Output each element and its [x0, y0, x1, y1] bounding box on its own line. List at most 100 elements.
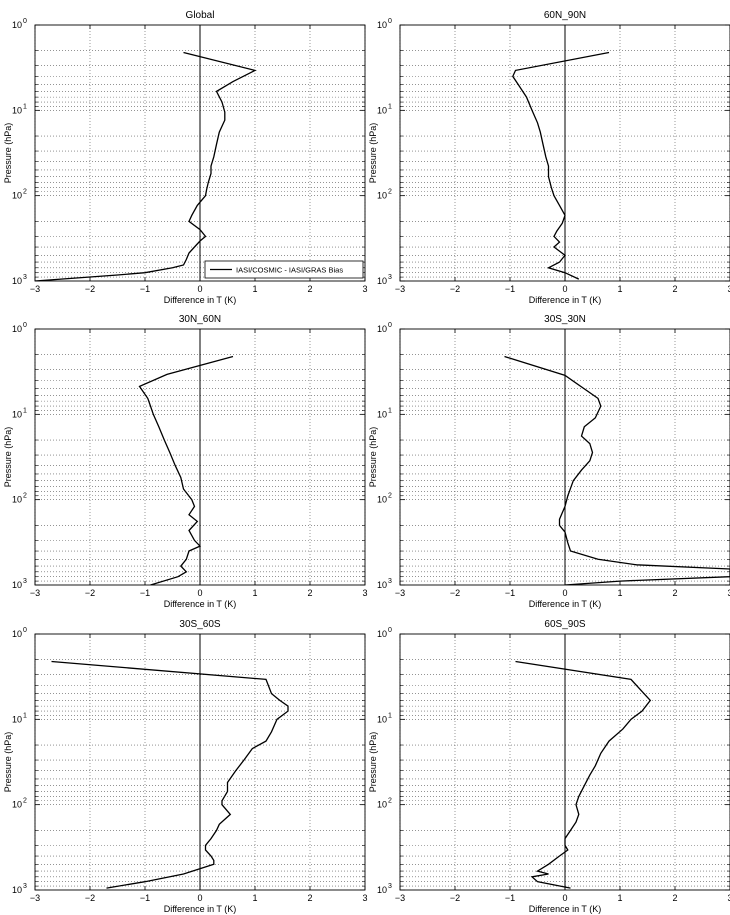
y-tick-label: 10: [377, 276, 387, 286]
x-tick-label: 1: [617, 893, 622, 903]
legend: IASI/COSMIC - IASI/GRAS Bias: [204, 260, 364, 279]
subplot-60s-90s: −3−2−1012310010110210360S_90SDifference …: [368, 619, 730, 914]
legend-box: [204, 260, 364, 279]
x-tick-label: −3: [395, 893, 405, 903]
y-tick-exponent: 0: [388, 322, 392, 329]
y-tick-label: 10: [377, 20, 387, 30]
y-tick-label: 10: [12, 714, 22, 724]
x-tick-label: −1: [505, 893, 515, 903]
x-tick-label: −2: [85, 284, 95, 294]
y-tick-label: 10: [377, 495, 387, 505]
series-line: [515, 660, 652, 889]
x-tick-label: −2: [85, 588, 95, 598]
series-line: [512, 51, 610, 280]
y-tick-exponent: 3: [23, 578, 27, 585]
y-tick-exponent: 0: [23, 18, 27, 25]
x-tick-label: −2: [450, 588, 460, 598]
x-tick-label: 3: [727, 893, 730, 903]
x-axis-label: Difference in T (K): [529, 904, 602, 914]
y-tick-exponent: 3: [388, 883, 392, 890]
x-tick-label: 0: [197, 588, 202, 598]
y-axis-label: Pressure (hPa): [3, 732, 13, 793]
subplot-title: 60N_90N: [544, 10, 586, 21]
subplot-title: 30S_60S: [179, 619, 220, 630]
y-axis-label: Pressure (hPa): [3, 123, 13, 184]
legend-label: IASI/COSMIC - IASI/GRAS Bias: [236, 266, 343, 275]
x-tick-label: 1: [252, 893, 257, 903]
y-tick-exponent: 1: [388, 712, 392, 719]
y-tick-label: 10: [377, 580, 387, 590]
x-tick-label: 2: [307, 893, 312, 903]
x-tick-label: 1: [252, 284, 257, 294]
x-tick-label: −1: [140, 893, 150, 903]
series-line: [504, 355, 730, 585]
x-tick-label: −3: [395, 588, 405, 598]
y-axis-label: Pressure (hPa): [368, 123, 378, 184]
y-tick-exponent: 1: [23, 407, 27, 414]
x-tick-label: 3: [362, 893, 367, 903]
x-tick-label: −2: [450, 893, 460, 903]
x-tick-label: 3: [727, 284, 730, 294]
x-tick-label: 2: [307, 588, 312, 598]
series-line: [138, 355, 234, 585]
y-tick-label: 10: [12, 409, 22, 419]
y-tick-label: 10: [377, 800, 387, 810]
x-tick-label: 3: [727, 588, 730, 598]
y-tick-exponent: 2: [388, 493, 392, 500]
x-tick-label: 0: [562, 893, 567, 903]
y-tick-exponent: 1: [388, 407, 392, 414]
y-tick-exponent: 1: [23, 103, 27, 110]
y-tick-label: 10: [12, 276, 22, 286]
x-tick-label: 1: [252, 588, 257, 598]
y-tick-label: 10: [377, 885, 387, 895]
x-tick-label: 1: [617, 588, 622, 598]
subplot-title: 30N_60N: [179, 314, 221, 325]
y-tick-exponent: 3: [388, 274, 392, 281]
y-tick-exponent: 2: [388, 189, 392, 196]
y-tick-exponent: 2: [23, 798, 27, 805]
y-tick-exponent: 2: [388, 798, 392, 805]
x-tick-label: −2: [85, 893, 95, 903]
x-tick-label: 0: [197, 893, 202, 903]
x-tick-label: −3: [30, 284, 40, 294]
x-axis-label: Difference in T (K): [529, 599, 602, 609]
x-tick-label: −1: [140, 284, 150, 294]
y-tick-label: 10: [12, 20, 22, 30]
y-tick-exponent: 3: [23, 274, 27, 281]
x-axis-label: Difference in T (K): [529, 295, 602, 305]
x-tick-label: −3: [395, 284, 405, 294]
y-tick-label: 10: [12, 800, 22, 810]
y-tick-label: 10: [12, 191, 22, 201]
x-tick-label: 0: [562, 284, 567, 294]
y-axis-label: Pressure (hPa): [3, 427, 13, 488]
y-tick-label: 10: [377, 714, 387, 724]
y-tick-exponent: 0: [388, 627, 392, 634]
y-tick-label: 10: [377, 191, 387, 201]
y-tick-exponent: 0: [388, 18, 392, 25]
y-tick-label: 10: [12, 324, 22, 334]
y-tick-label: 10: [12, 105, 22, 115]
series-line: [35, 51, 257, 281]
y-tick-exponent: 1: [23, 712, 27, 719]
y-tick-exponent: 0: [23, 627, 27, 634]
y-axis-label: Pressure (hPa): [368, 427, 378, 488]
y-tick-exponent: 1: [388, 103, 392, 110]
y-tick-label: 10: [377, 105, 387, 115]
y-tick-exponent: 2: [23, 189, 27, 196]
x-tick-label: 1: [617, 284, 622, 294]
subplot-title: 30S_30N: [544, 314, 586, 325]
x-axis-label: Difference in T (K): [164, 904, 237, 914]
y-tick-label: 10: [12, 885, 22, 895]
y-axis-label: Pressure (hPa): [368, 732, 378, 793]
x-tick-label: 3: [362, 588, 367, 598]
x-axis-label: Difference in T (K): [164, 599, 237, 609]
y-tick-exponent: 2: [23, 493, 27, 500]
x-tick-label: 0: [562, 588, 567, 598]
x-axis-label: Difference in T (K): [164, 295, 237, 305]
y-tick-label: 10: [377, 324, 387, 334]
x-tick-label: −1: [505, 284, 515, 294]
